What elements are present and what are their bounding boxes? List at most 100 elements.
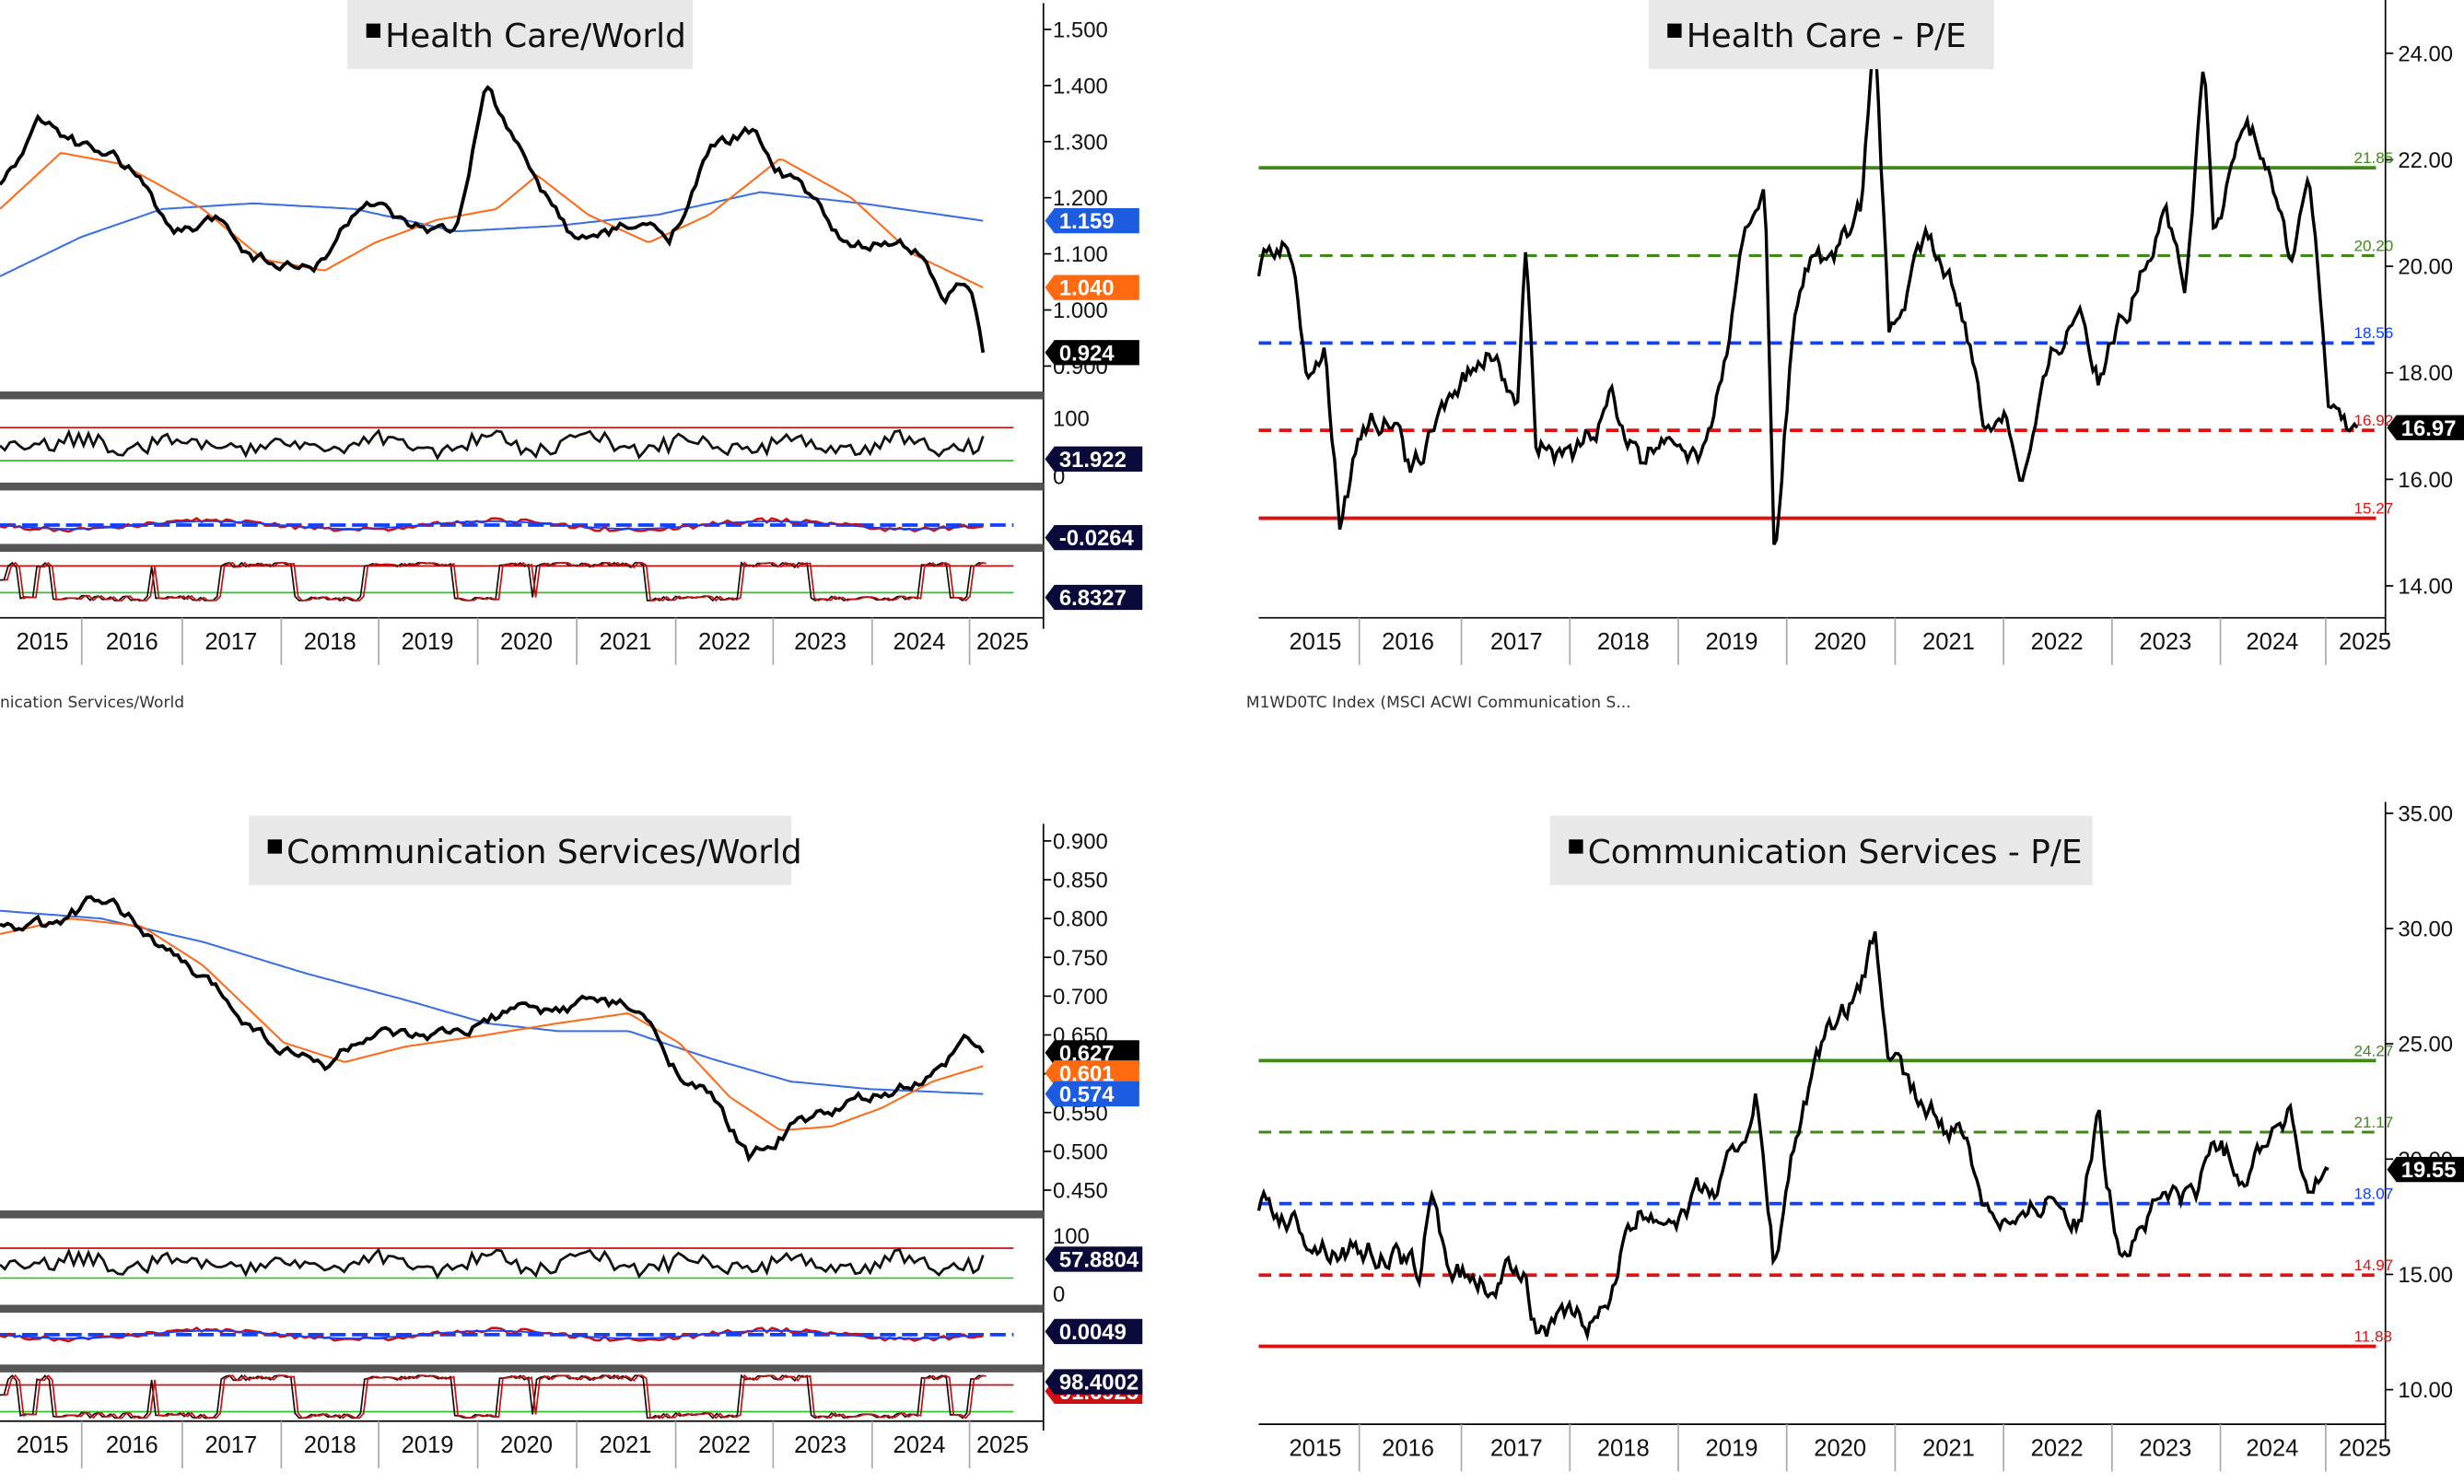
y-tick-label: 0.800: [1053, 907, 1108, 932]
hc_world-stoch-k: [0, 561, 984, 602]
x-tick-label: 2015: [17, 1432, 69, 1458]
hc_world-pane-separator: [0, 543, 1044, 553]
x-tick-label: 2016: [1382, 1435, 1434, 1461]
y-tick-label: 0.450: [1053, 1179, 1108, 1204]
cs_pe-ref-label: 21.17: [2354, 1114, 2394, 1131]
x-tick-label: 2020: [500, 629, 553, 655]
x-tick-label: 2016: [106, 1432, 158, 1458]
hc_world-rsi-tag-bg: [1045, 446, 1143, 472]
cs_pe-ref-label: 18.07: [2354, 1185, 2394, 1202]
hc_world-stoch-tag-bg: [1045, 584, 1143, 611]
x-tick-label: 2025: [976, 1432, 1029, 1458]
hc_world-value-2-tag-bg: [1045, 340, 1139, 366]
cs_world-stoch-tag-label: 98.4002: [1059, 1371, 1139, 1396]
y-tick-label: 14.00: [2398, 575, 2453, 600]
x-tick-label: 2021: [600, 629, 652, 655]
x-tick-label: 2021: [600, 1432, 652, 1458]
x-tick-label: 2023: [2139, 1435, 2191, 1461]
hc_world-macd-tag-label: -0.0264: [1059, 526, 1135, 551]
hc_world-series-ma_long: [0, 191, 984, 277]
cs_pe-series-pe: [1256, 930, 2330, 1342]
cs_world-series-price: [0, 894, 985, 1163]
y-tick-label: 1.500: [1053, 18, 1108, 42]
caption-left: nication Services/World: [0, 695, 185, 713]
cs_pe-title: Communication Services - P/E: [1588, 834, 2083, 871]
x-tick-label: 2019: [402, 629, 454, 655]
hc-pe-chart: 24.00 22.00 20.00 18.00 16.00 14.00 21.85 20.20…: [1256, 0, 2464, 665]
cs_world-rsi-tag-label: 57.8804: [1059, 1247, 1139, 1272]
x-tick-label: 2015: [1289, 1435, 1341, 1461]
hc_world-series-ma_short: [0, 152, 984, 289]
y-tick-label: 35.00: [2398, 801, 2453, 826]
x-tick-label: 2019: [1706, 629, 1758, 655]
x-tick-label: 2024: [893, 1432, 946, 1458]
hc_world-stoch-d: [3, 561, 987, 602]
chart-panel-cs-world: 0.9000.8500.8000.7500.7000.6500.6000.550…: [0, 801, 1147, 1484]
hc-world-chart: 1.5001.4001.3001.2001.1001.0000.9001.159…: [0, 0, 1143, 665]
hc_pe-value-0-tag-bg: [2387, 415, 2464, 440]
y-tick-label: 0.850: [1053, 869, 1108, 894]
cs_world-rsi-tag-bg: [1045, 1246, 1143, 1272]
cs_pe-title-marker: [1569, 839, 1583, 854]
x-tick-label: 2019: [1706, 1435, 1758, 1461]
hc_pe-ref-label: 21.85: [2354, 149, 2394, 167]
cs_pe-value-0-tag-bg: [2387, 1156, 2464, 1183]
y-tick-label: 16.00: [2398, 468, 2453, 493]
y-tick-label: 10.00: [2398, 1378, 2453, 1403]
y-tick-label: 25.00: [2398, 1033, 2453, 1057]
cs_world-title: Communication Services/World: [286, 834, 802, 871]
cs_world-pane-separator: [0, 1210, 1044, 1219]
cs-world-chart: 0.9000.8500.8000.7500.7000.6500.6000.550…: [0, 815, 1143, 1468]
y-tick-label: 24.00: [2398, 41, 2453, 66]
hc_pe-ref-label: 18.56: [2354, 324, 2394, 342]
rsi-top-tick: 100: [1053, 1224, 1090, 1249]
y-tick-label: 20.00: [2398, 255, 2453, 280]
x-tick-label: 2016: [1382, 629, 1434, 655]
cs-pe-chart: 35.0030.0025.0020.0015.0010.0024.2721.17…: [1256, 801, 2464, 1472]
y-tick-label: 0.700: [1053, 985, 1108, 1010]
y-tick-label: 1.200: [1053, 186, 1108, 211]
x-tick-label: 2015: [17, 629, 69, 655]
y-tick-label: 0.750: [1053, 946, 1108, 971]
cs_world-value-1-tag-bg: [1045, 1060, 1139, 1086]
cs_world-stoch-d: [3, 1373, 987, 1420]
x-tick-label: 2019: [402, 1432, 454, 1458]
x-tick-label: 2023: [794, 1432, 847, 1458]
hc_pe-title-box: [1648, 0, 1994, 70]
hc_world-pane-separator: [0, 482, 1044, 491]
hc_world-value-1-tag-bg: [1045, 275, 1139, 300]
hc_pe-ref-label: 15.27: [2354, 499, 2394, 517]
hc_world-series-price: [0, 85, 986, 354]
x-tick-label: 2017: [204, 629, 257, 655]
x-tick-label: 2015: [1289, 629, 1341, 655]
hc_pe-ref-label: 20.20: [2354, 237, 2394, 254]
x-tick-label: 2023: [2139, 629, 2191, 655]
x-tick-label: 2021: [1922, 1435, 1975, 1461]
y-tick-label: 1.100: [1053, 242, 1108, 267]
x-tick-label: 2020: [1814, 1435, 1866, 1461]
hc_world-macd-signal: [0, 520, 984, 530]
y-tick-label: 15.00: [2398, 1263, 2453, 1288]
cs_world-macd-tag-bg: [1045, 1318, 1143, 1345]
hc_pe-value-0-tag-label: 16.97: [2401, 416, 2457, 441]
x-tick-label: 2018: [304, 629, 356, 655]
x-tick-label: 2022: [698, 629, 751, 655]
x-tick-label: 2017: [204, 1432, 257, 1458]
y-tick-label: 0.500: [1053, 1139, 1108, 1164]
hc_world-pane-separator: [0, 391, 1044, 400]
x-tick-label: 2018: [1597, 629, 1650, 655]
y-tick-label: 1.300: [1053, 130, 1108, 155]
x-tick-label: 2025: [976, 629, 1029, 655]
x-tick-label: 2021: [1922, 629, 1975, 655]
cs_world-pane-separator: [0, 1304, 1044, 1313]
hc_pe-ref-label: 16.92: [2354, 412, 2394, 429]
y-tick-label: 1.400: [1053, 74, 1108, 99]
cs_world-rsi-line: [0, 1247, 985, 1280]
rsi-bottom-tick: 0: [1053, 1282, 1065, 1307]
cs_world-value-0-tag-bg: [1045, 1040, 1139, 1066]
cs_world-macd-signal: [0, 1329, 984, 1339]
cs_world-value-2-tag-label: 0.574: [1059, 1082, 1115, 1107]
rsi-top-tick: 100: [1053, 406, 1090, 431]
cs_world-title-marker: [267, 839, 283, 854]
